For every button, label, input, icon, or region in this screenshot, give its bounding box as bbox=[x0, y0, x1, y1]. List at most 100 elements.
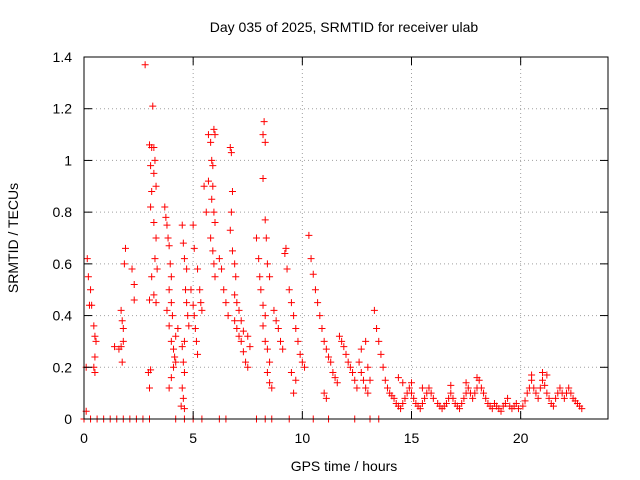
data-point bbox=[111, 343, 119, 351]
data-point bbox=[228, 187, 236, 195]
data-point bbox=[118, 358, 126, 366]
data-point bbox=[408, 379, 415, 387]
data-point bbox=[421, 394, 429, 402]
data-point bbox=[180, 368, 188, 376]
data-point bbox=[168, 312, 176, 320]
data-point bbox=[180, 337, 188, 345]
y-tick-label: 0.4 bbox=[53, 308, 73, 324]
data-point bbox=[292, 325, 300, 332]
data-point bbox=[320, 337, 328, 345]
y-tick-label: 0.8 bbox=[53, 204, 73, 220]
data-point bbox=[208, 195, 216, 203]
data-point bbox=[281, 250, 289, 258]
data-point bbox=[552, 394, 560, 402]
data-point bbox=[357, 368, 365, 376]
data-point bbox=[447, 381, 455, 389]
data-point bbox=[150, 144, 158, 151]
data-point bbox=[397, 405, 405, 413]
x-tick-label: 10 bbox=[295, 430, 311, 446]
data-point bbox=[215, 255, 223, 263]
data-point bbox=[379, 363, 387, 371]
data-point bbox=[198, 306, 206, 314]
data-point bbox=[165, 322, 173, 330]
data-point bbox=[252, 234, 260, 242]
data-point bbox=[333, 379, 341, 387]
data-point bbox=[237, 337, 245, 345]
data-point bbox=[118, 317, 126, 325]
data-point bbox=[210, 208, 218, 216]
data-point bbox=[121, 244, 129, 252]
data-point bbox=[373, 325, 381, 332]
data-point bbox=[209, 182, 217, 190]
data-point bbox=[292, 376, 300, 384]
data-point bbox=[370, 306, 378, 314]
data-point bbox=[287, 368, 295, 376]
data-point bbox=[147, 203, 155, 211]
data-point bbox=[204, 131, 212, 139]
data-point bbox=[460, 394, 468, 402]
data-point bbox=[340, 343, 348, 351]
data-point bbox=[344, 358, 352, 366]
data-point bbox=[167, 299, 175, 307]
data-point bbox=[534, 394, 542, 402]
data-point bbox=[282, 244, 290, 252]
data-point bbox=[305, 231, 313, 239]
grid-lines bbox=[84, 57, 608, 419]
data-point bbox=[83, 255, 91, 263]
data-point bbox=[410, 394, 418, 402]
data-point bbox=[429, 394, 437, 402]
data-point bbox=[90, 322, 98, 330]
data-point bbox=[480, 389, 488, 397]
data-point bbox=[222, 299, 230, 307]
data-point bbox=[170, 345, 178, 353]
data-point bbox=[528, 371, 536, 379]
data-point bbox=[290, 389, 298, 397]
data-point bbox=[235, 306, 243, 314]
data-point bbox=[242, 358, 250, 366]
data-point bbox=[227, 149, 235, 157]
data-point bbox=[270, 306, 278, 314]
data-point bbox=[144, 368, 152, 376]
data-point bbox=[185, 322, 193, 330]
data-point bbox=[355, 358, 363, 366]
data-point bbox=[523, 389, 531, 397]
data-point bbox=[167, 273, 175, 281]
data-point bbox=[191, 325, 199, 332]
chart-title: Day 035 of 2025, SRMTID for receiver ula… bbox=[210, 19, 479, 35]
data-point bbox=[504, 394, 512, 402]
data-point bbox=[471, 389, 479, 397]
data-point bbox=[556, 384, 564, 392]
data-point bbox=[543, 371, 551, 379]
data-point bbox=[190, 244, 198, 252]
data-point bbox=[357, 345, 365, 353]
data-point bbox=[146, 296, 153, 304]
data-point bbox=[92, 337, 100, 345]
data-point bbox=[226, 226, 234, 234]
data-point bbox=[239, 327, 247, 335]
data-point bbox=[296, 350, 304, 358]
data-point bbox=[283, 265, 291, 273]
data-point bbox=[197, 299, 205, 307]
data-point bbox=[259, 175, 267, 183]
data-point bbox=[246, 343, 254, 351]
data-point bbox=[120, 260, 128, 268]
x-axis-title: GPS time / hours bbox=[291, 458, 398, 474]
data-point bbox=[359, 376, 367, 384]
data-point bbox=[346, 363, 354, 371]
data-point bbox=[232, 273, 240, 281]
data-point bbox=[130, 281, 138, 289]
data-point bbox=[331, 374, 339, 382]
data-point bbox=[162, 213, 170, 221]
data-point bbox=[87, 286, 95, 294]
data-point bbox=[184, 312, 192, 320]
data-point bbox=[164, 234, 172, 242]
data-point bbox=[287, 299, 295, 307]
data-point bbox=[117, 306, 125, 314]
data-point bbox=[349, 368, 357, 376]
data-point bbox=[261, 312, 269, 320]
data-point bbox=[244, 332, 252, 340]
data-point bbox=[314, 299, 322, 307]
y-tick-label: 0 bbox=[64, 411, 72, 427]
data-point bbox=[290, 312, 298, 320]
axis-ticks: 0 0.2 0.4 0.6 0.8 1 1.2 1.4 0 5 10 15 20 bbox=[53, 49, 608, 446]
